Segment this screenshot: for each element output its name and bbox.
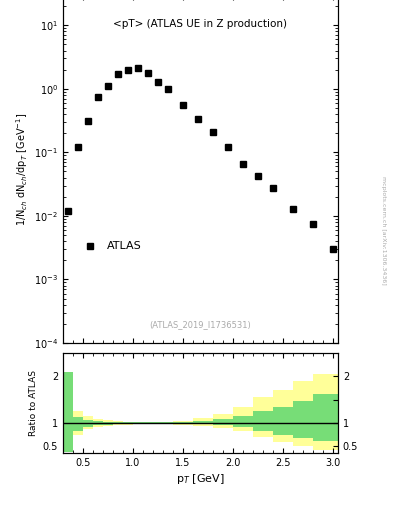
Text: (ATLAS_2019_I1736531): (ATLAS_2019_I1736531) [150, 320, 251, 329]
X-axis label: p$_{T}$ [GeV]: p$_{T}$ [GeV] [176, 472, 225, 486]
Text: ATLAS: ATLAS [107, 241, 141, 250]
Text: <pT> (ATLAS UE in Z production): <pT> (ATLAS UE in Z production) [114, 19, 287, 29]
Text: mcplots.cern.ch [arXiv:1306.3436]: mcplots.cern.ch [arXiv:1306.3436] [381, 176, 386, 285]
Y-axis label: Ratio to ATLAS: Ratio to ATLAS [29, 370, 39, 436]
Y-axis label: 1/N$_{ch}$ dN$_{ch}$/dp$_{T}$ [GeV$^{-1}$]: 1/N$_{ch}$ dN$_{ch}$/dp$_{T}$ [GeV$^{-1}… [14, 112, 29, 226]
